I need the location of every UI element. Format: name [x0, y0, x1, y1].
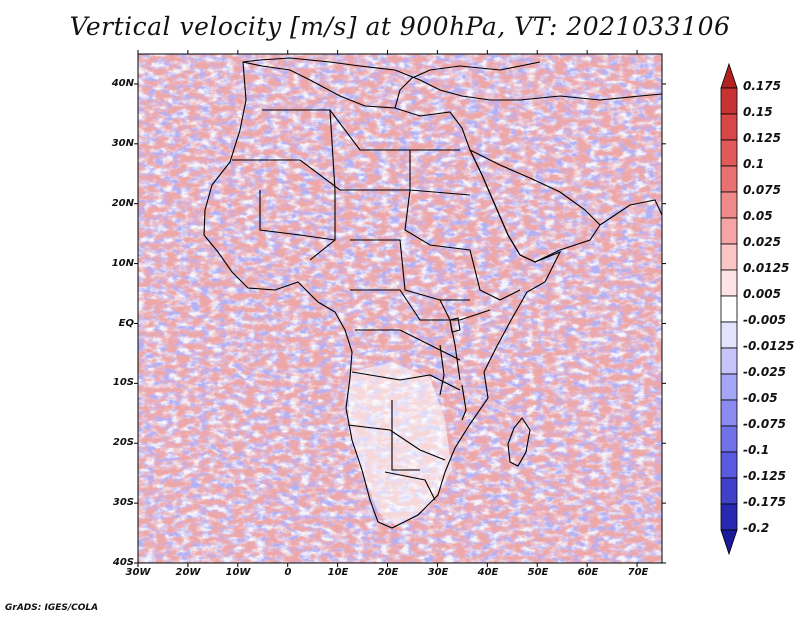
colorbar-swatch	[720, 295, 738, 323]
colorbar-swatch	[720, 191, 738, 219]
lat-tick-label: 40S	[112, 557, 134, 568]
colorbar-label: -0.2	[743, 521, 770, 535]
colorbar-swatch	[720, 399, 738, 427]
colorbar-label: -0.075	[743, 417, 786, 431]
colorbar-label: -0.05	[743, 391, 778, 405]
colorbar-label: -0.005	[743, 313, 786, 327]
colorbar-label: 0.075	[743, 183, 781, 197]
lon-tick-label: 20W	[175, 567, 201, 578]
lon-tick-label: 10W	[225, 567, 251, 578]
lat-tick-label: 40N	[111, 78, 134, 89]
lat-tick-label: EQ	[118, 318, 134, 329]
lat-tick-label: 20S	[112, 437, 134, 448]
colorbar-swatch	[720, 373, 738, 401]
lat-tick-label: 30S	[112, 497, 134, 508]
lon-tick-label: 50E	[527, 567, 549, 578]
coastlines	[203, 57, 662, 529]
colorbar-label: 0.1	[743, 157, 765, 171]
colorbar-label: 0.0125	[743, 261, 790, 275]
lon-tick-label: 70E	[627, 567, 649, 578]
colorbar-label: 0.025	[743, 235, 781, 249]
colorbar-swatch	[720, 139, 738, 167]
colorbar-swatch	[720, 425, 738, 453]
colorbar-swatch	[720, 165, 738, 193]
africa-coastline	[203, 61, 562, 529]
colorbar-label: 0.175	[743, 79, 781, 93]
lat-tick-label: 20N	[111, 198, 134, 209]
map-frame	[137, 53, 663, 564]
colorbar-label: -0.175	[743, 495, 786, 509]
colorbar-swatch	[720, 503, 738, 531]
colorbar-top-arrow	[720, 62, 738, 89]
lat-tick-label: 10S	[112, 377, 134, 388]
colorbar-swatch	[720, 477, 738, 505]
colorbar-label: -0.1	[743, 443, 770, 457]
lon-tick-label: 20E	[377, 567, 399, 578]
colorbar-label: -0.125	[743, 469, 786, 483]
colorbar-swatch	[720, 217, 738, 245]
colorbar-label: 0.125	[743, 131, 781, 145]
colorbar-swatch	[720, 321, 738, 349]
arabia-coastline	[468, 148, 601, 263]
colorbar	[720, 62, 738, 556]
madagascar-coastline	[507, 417, 531, 467]
page-title: Vertical velocity [m/s] at 900hPa, VT: 2…	[69, 12, 731, 41]
velocity-field	[138, 54, 662, 563]
colorbar-swatch	[720, 87, 738, 115]
lon-tick-label: 40E	[477, 567, 499, 578]
lon-tick-label: 30W	[125, 567, 151, 578]
lon-tick-label: 10E	[327, 567, 349, 578]
colorbar-swatch	[720, 113, 738, 141]
colorbar-label: 0.005	[743, 287, 781, 301]
credit-text: GrADS: IGES/COLA	[5, 603, 99, 613]
lon-tick-label: 0	[284, 567, 292, 578]
lat-tick-label: 10N	[111, 258, 134, 269]
colorbar-swatch	[720, 269, 738, 297]
colorbar-swatch	[720, 347, 738, 375]
lat-tick-label: 30N	[111, 138, 134, 149]
colorbar-label: -0.0125	[743, 339, 795, 353]
colorbar-swatch	[720, 243, 738, 271]
colorbar-bottom-arrow	[720, 529, 738, 556]
lon-tick-label: 30E	[427, 567, 449, 578]
colorbar-label: 0.15	[743, 105, 773, 119]
colorbar-label: -0.025	[743, 365, 786, 379]
lon-tick-label: 60E	[577, 567, 599, 578]
colorbar-swatch	[720, 451, 738, 479]
colorbar-label: 0.05	[743, 209, 773, 223]
axis-ticks	[134, 50, 666, 567]
